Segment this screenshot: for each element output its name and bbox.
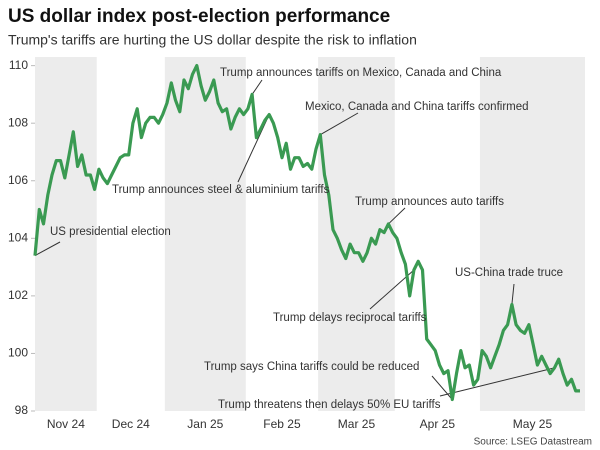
- annotation: Trump announces auto tariffs: [355, 196, 504, 208]
- y-tick-label: 98: [15, 403, 29, 417]
- y-tick-label: 104: [8, 230, 28, 244]
- x-tick-label: Feb 25: [263, 417, 301, 431]
- x-tick-label: Apr 25: [420, 417, 456, 431]
- series-line: [33, 63, 580, 402]
- annotation-pointer: [439, 367, 555, 397]
- annotation: Trump announces tariffs on Mexico, Canad…: [220, 67, 502, 79]
- month-band: [318, 57, 395, 411]
- source: Source: LSEG Datastream: [474, 437, 592, 448]
- annotation: Mexico, Canada and China tariffs confirm…: [305, 101, 529, 113]
- x-tick-label: Jan 25: [187, 417, 223, 431]
- annotation: US-China trade truce: [455, 267, 563, 279]
- x-tick-label: May 25: [513, 417, 553, 431]
- x-tick-label: Dec 24: [112, 417, 150, 431]
- y-tick-label: 108: [8, 115, 28, 129]
- annotation-pointer: [511, 283, 515, 305]
- y-tick-label: 106: [8, 173, 28, 187]
- x-tick-label: Nov 24: [47, 417, 85, 431]
- month-band: [35, 57, 97, 411]
- annotation: Trump delays reciprocal tariffs: [273, 312, 427, 324]
- annotation: Trump says China tariffs could be reduce…: [204, 361, 419, 373]
- y-tick-label: 110: [9, 58, 28, 72]
- chart-title: US dollar index post-election performanc…: [8, 6, 390, 27]
- annotation: Trump threatens then delays 50% EU tarif…: [218, 399, 441, 411]
- annotation-pointer: [388, 207, 406, 225]
- y-tick-label: 102: [8, 288, 28, 302]
- chart-subtitle: Trump's tariffs are hurting the US dolla…: [8, 32, 417, 48]
- x-tick-label: Mar 25: [338, 417, 376, 431]
- annotation-pointer: [431, 375, 453, 400]
- annotation-pointer: [320, 112, 359, 136]
- y-tick-label: 100: [8, 346, 28, 360]
- annotation: US presidential election: [50, 226, 171, 238]
- annotation-pointer: [251, 79, 263, 95]
- annotation-pointer: [34, 241, 61, 257]
- annotation: Trump announces steel & aluminium tariff…: [112, 184, 330, 196]
- month-band: [164, 57, 246, 411]
